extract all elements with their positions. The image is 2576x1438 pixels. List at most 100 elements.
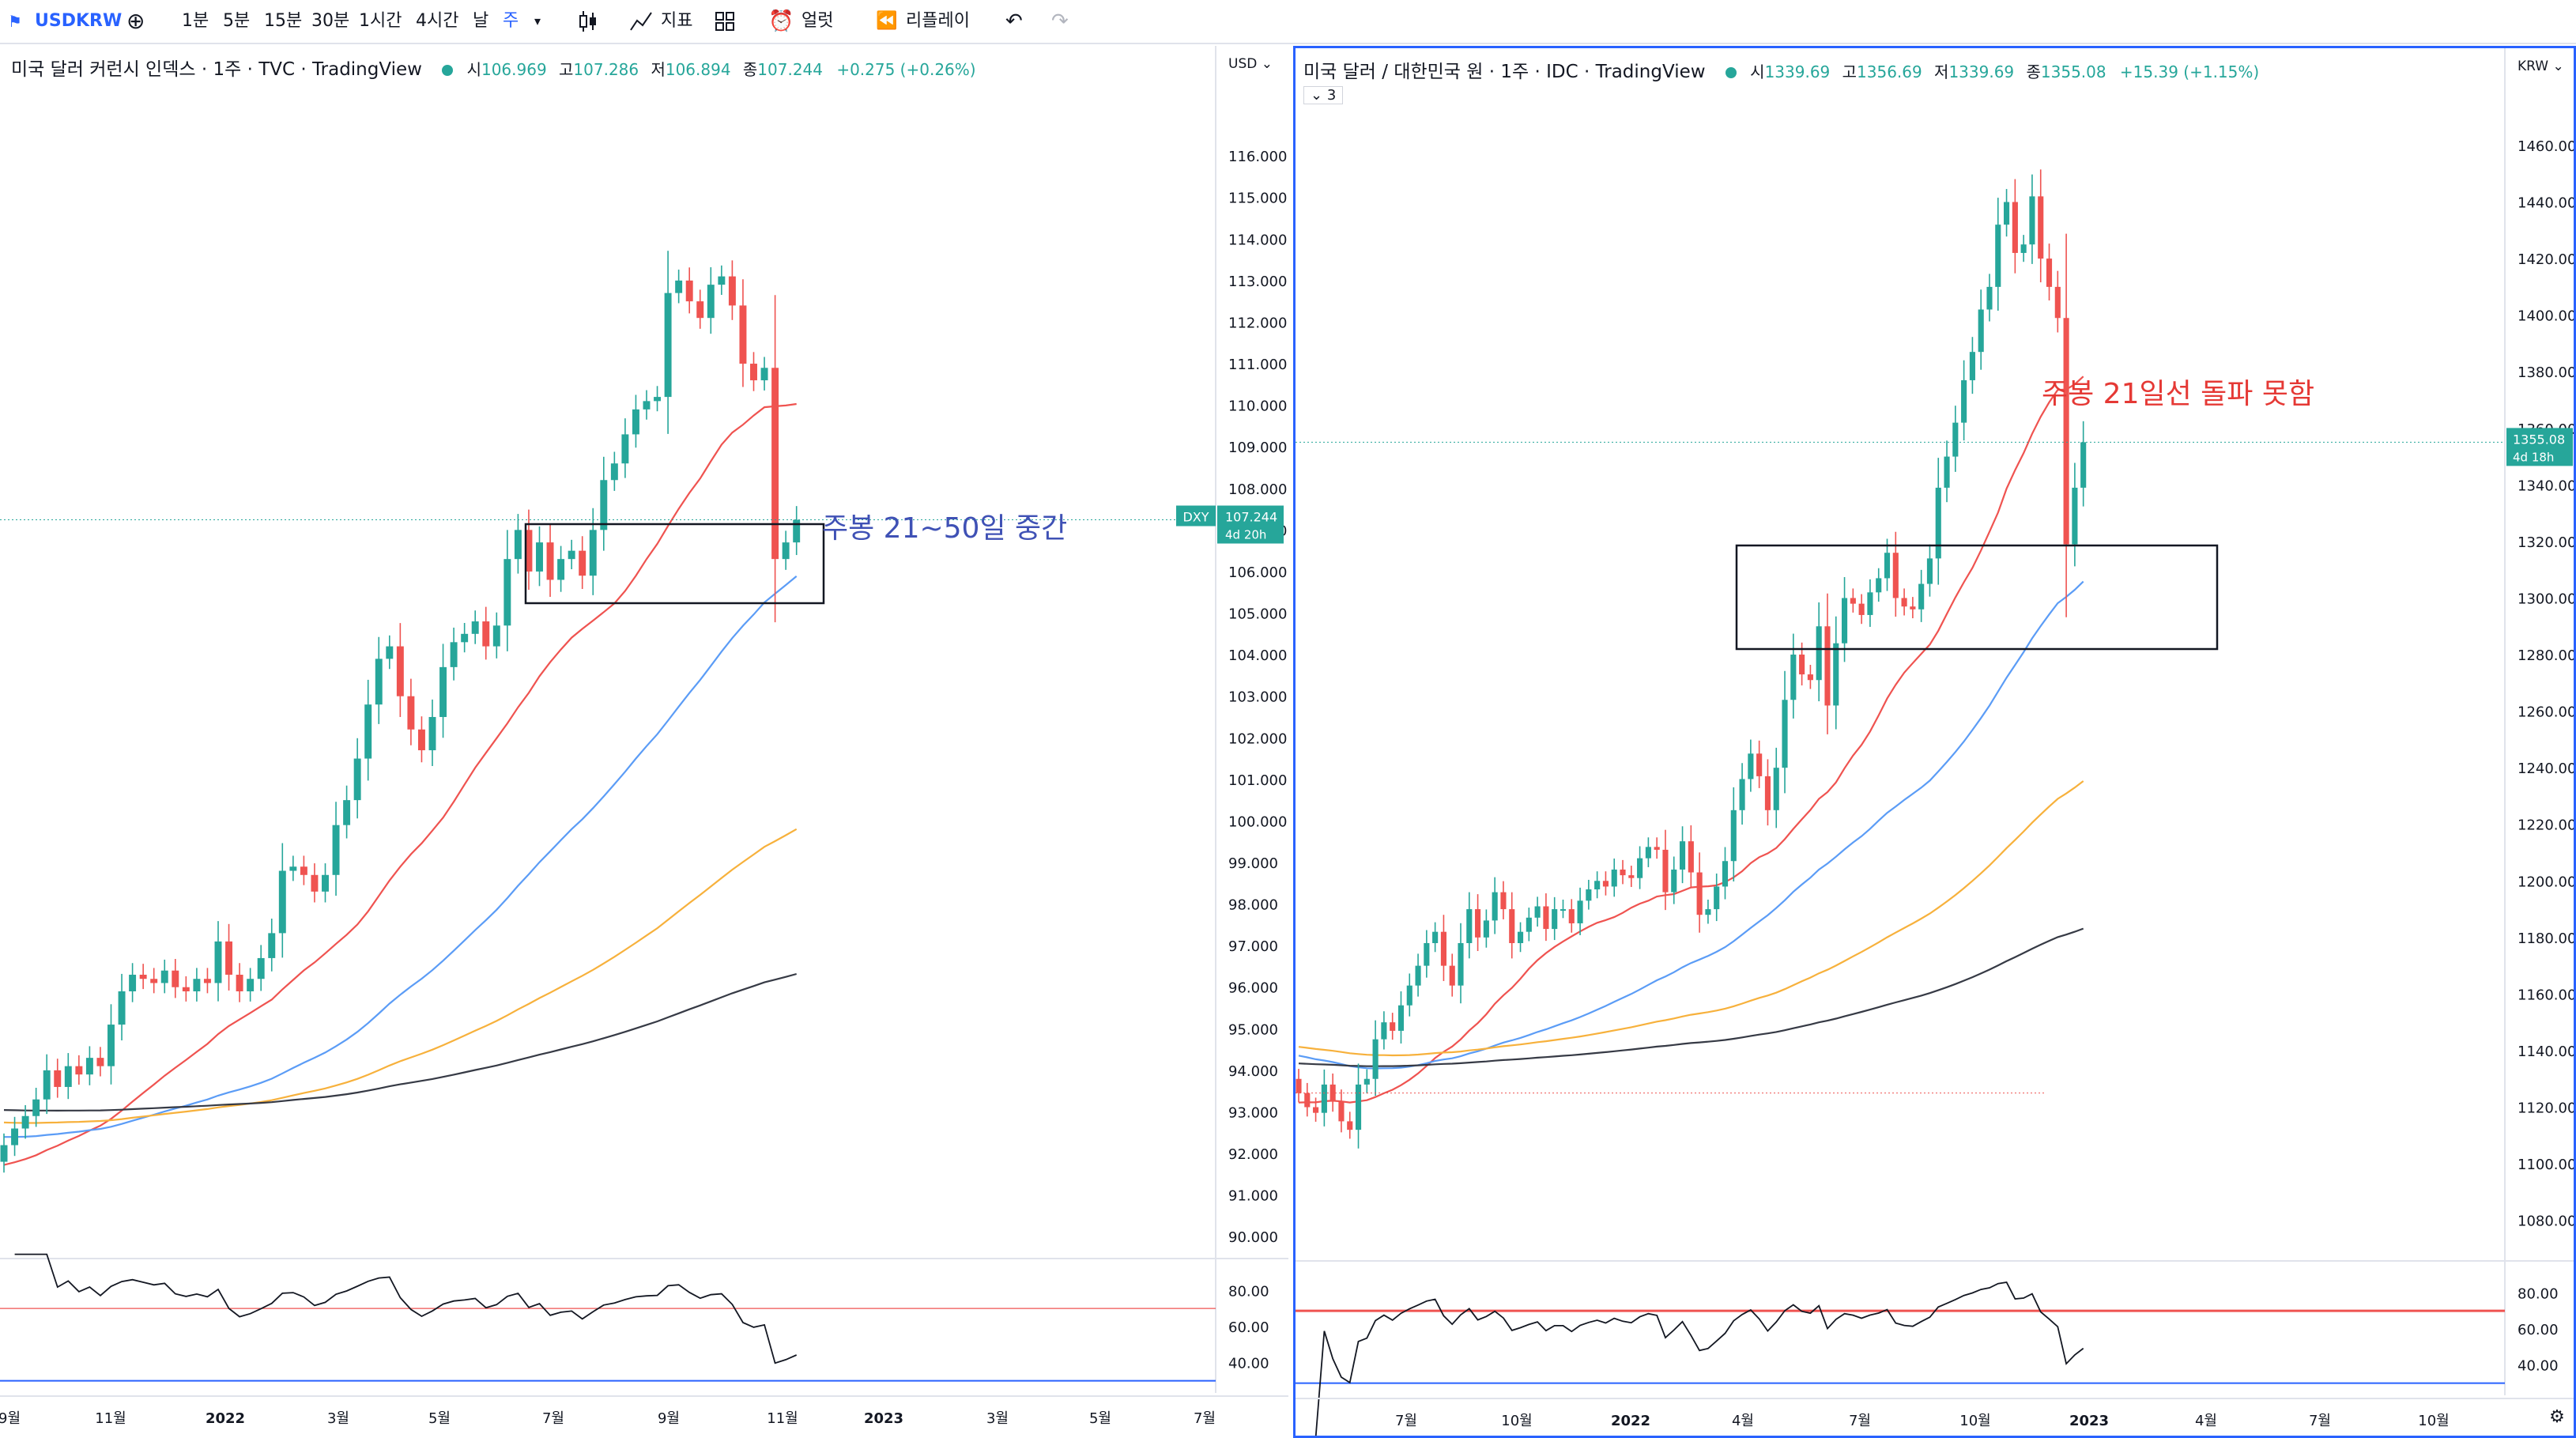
interval-4h[interactable]: 4시간 [416, 11, 459, 31]
market-status-icon [1725, 66, 1737, 78]
indicators-icon[interactable] [629, 0, 653, 43]
usdkrw-y-tick: 1160.00 [2518, 987, 2574, 1003]
usdkrw-y-tick: 1400.00 [2518, 308, 2574, 325]
interval-1m[interactable]: 1분 [182, 11, 209, 31]
usdkrw-candle [1543, 906, 1549, 930]
undo-icon[interactable]: ↶ [1005, 9, 1023, 33]
usdkrw-candle [1466, 909, 1473, 943]
interval-1h[interactable]: 1시간 [359, 11, 402, 31]
usdkrw-annotation: 주봉 21일선 돌파 못함 [2042, 378, 2314, 410]
dxy-x-tick: 9월 [0, 1410, 21, 1427]
usdkrw-change: +15.39 (+1.15%) [2119, 62, 2260, 81]
replay-button[interactable]: 리플레이 [906, 11, 970, 31]
dxy-y-tick: 105.000 [1228, 606, 1287, 623]
dxy-y-tick: 116.000 [1228, 149, 1287, 165]
dxy-candle [461, 633, 469, 643]
dxy-candle [85, 1058, 93, 1075]
dxy-candle [739, 305, 747, 364]
dxy-y-tick: 100.000 [1228, 813, 1287, 830]
usdkrw-legend: 미국 달러 / 대한민국 원 · 1주 · IDC · TradingView … [1303, 62, 2260, 82]
usdkrw-candle [1577, 900, 1583, 923]
dxy-candle [182, 987, 190, 991]
dxy-change: +0.275 (+0.26%) [836, 60, 976, 79]
replay-icon[interactable]: ⏪ [876, 11, 898, 31]
dxy-candle [96, 1058, 104, 1066]
usdkrw-candle [1918, 583, 1925, 610]
usdkrw-candle [1986, 286, 1993, 310]
interval-day[interactable]: 날 [473, 11, 489, 31]
dxy-y-tick: 101.000 [1228, 772, 1287, 789]
dxy-rsi-line [14, 1253, 798, 1364]
alert-button[interactable]: 얼럿 [801, 11, 834, 31]
usdkrw-candle [1807, 674, 1813, 681]
candle-type-icon[interactable] [577, 0, 599, 43]
dxy-candle [632, 409, 639, 435]
interval-dropdown-icon[interactable]: ▾ [534, 13, 541, 28]
usdkrw-candle [2063, 318, 2069, 545]
usdkrw-range-box [1735, 544, 2219, 651]
dxy-y-tick: 112.000 [1228, 315, 1287, 331]
interval-5m[interactable]: 5분 [223, 11, 251, 31]
compare-add-icon[interactable]: ⊕ [126, 8, 145, 34]
dxy-symbol-tag-label: DXY [1182, 510, 1209, 525]
dxy-candle [11, 1128, 19, 1145]
usdkrw-candle [1833, 643, 1839, 706]
dxy-x-tick: 9월 [658, 1410, 680, 1427]
symbol-flag-icon[interactable]: ⚑ [8, 12, 22, 31]
usdkrw-candle [1397, 1005, 1405, 1031]
dxy-y-tick: 109.000 [1228, 440, 1287, 456]
usdkrw-candle [2054, 286, 2061, 319]
usdkrw-y-tick: 1180.00 [2518, 930, 2574, 947]
usdkrw-candle [1372, 1039, 1379, 1079]
dxy-y-tick: 110.000 [1228, 398, 1287, 415]
usdkrw-y-tick: 1300.00 [2518, 591, 2574, 607]
usdkrw-candle [1509, 909, 1515, 943]
usdkrw-candle [1901, 598, 1907, 607]
usdkrw-x-tick: 7월 [2309, 1413, 2331, 1429]
dxy-annotation: 주봉 21~50일 중간 [822, 512, 1067, 545]
interval-30m[interactable]: 30분 [311, 11, 350, 31]
dxy-candle [268, 933, 276, 958]
dxy-candle [643, 401, 651, 410]
dxy-chart[interactable]: 116.000 115.000 114.000 113.000 112.000 111.0… [0, 46, 1288, 1438]
dxy-rsi-tick: 80.00 [1228, 1283, 1269, 1300]
usdkrw-candle [1552, 909, 1558, 930]
usdkrw-candle [2038, 196, 2044, 259]
interval-week[interactable]: 주 [503, 11, 519, 31]
usdkrw-candle [1926, 558, 1933, 584]
chart-pane-usdkrw[interactable]: 1460.001440.001420.001400.001380.001360.… [1293, 46, 2576, 1438]
usdkrw-ma100-line [1298, 780, 2084, 1057]
symbol-search-button[interactable]: USDKRW [35, 11, 123, 31]
chart-pane-dxy[interactable]: 116.000 115.000 114.000 113.000 112.000 111.0… [0, 46, 1288, 1438]
indicator-collapse-button[interactable]: ⌄ 3 [1303, 86, 1344, 104]
dxy-candle [172, 970, 179, 987]
dxy-candle [568, 550, 575, 560]
dxy-y-tick: 113.000 [1228, 274, 1287, 290]
usdkrw-y-tick: 1320.00 [2518, 534, 2574, 551]
alert-clock-icon[interactable]: ⏰ [768, 9, 794, 33]
dxy-candle [718, 276, 726, 285]
dxy-ma200-line [3, 972, 797, 1112]
usdkrw-candle [1671, 869, 1677, 893]
usdkrw-candle [1978, 309, 1984, 353]
dxy-y-tick: 97.000 [1228, 938, 1278, 955]
settings-gear-icon: ⚙ [2549, 1407, 2565, 1427]
usdkrw-ma50-line [1298, 580, 2084, 1070]
usdkrw-candle [1892, 553, 1899, 598]
interval-15m[interactable]: 15분 [264, 11, 303, 31]
usdkrw-candle [1347, 1121, 1353, 1130]
usdkrw-candle [1730, 810, 1737, 862]
dxy-candle [332, 825, 340, 875]
layout-grid-icon[interactable] [715, 0, 735, 43]
dxy-candle [75, 1066, 83, 1075]
usdkrw-candle [1705, 909, 1711, 915]
usdkrw-chart[interactable]: 1460.001440.001420.001400.001380.001360.… [1296, 48, 2574, 1436]
redo-icon[interactable]: ↷ [1051, 9, 1069, 33]
dxy-candle [675, 280, 683, 293]
dxy-candle [311, 874, 319, 892]
dxy-price-tag [1217, 505, 1284, 544]
indicators-button[interactable]: 지표 [661, 11, 693, 31]
usdkrw-candle [1995, 225, 2001, 287]
usdkrw-y-tick: 1220.00 [2518, 817, 2574, 834]
usdkrw-candle [1714, 886, 1720, 910]
